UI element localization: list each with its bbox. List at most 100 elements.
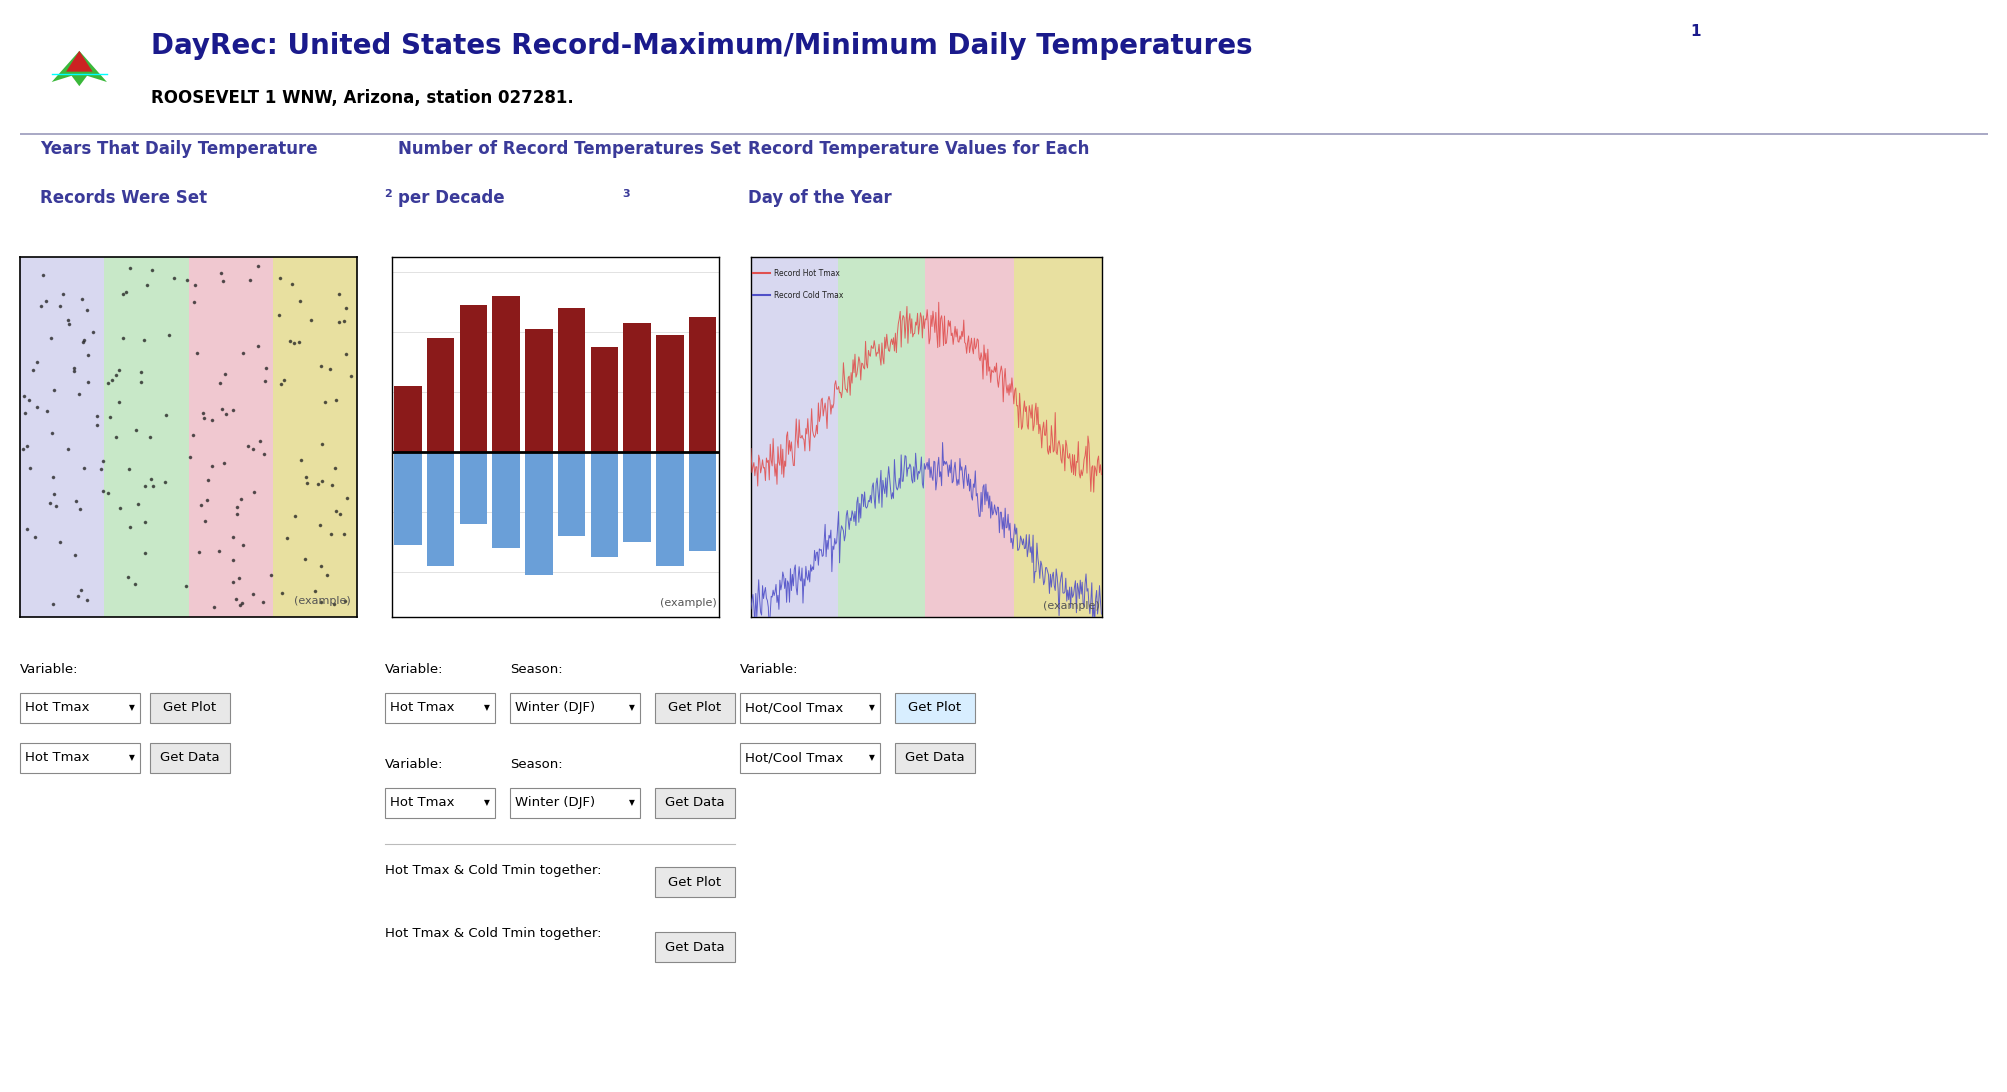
Point [20,529,52,546]
Text: Day of the Year: Day of the Year [749,189,891,207]
Point [34,494,66,511]
Point [72,346,104,364]
Point [301,475,333,492]
Text: (example): (example) [293,596,351,606]
Point [102,393,134,411]
Text: 1: 1 [1690,24,1700,39]
Point [36,424,68,441]
Point [80,407,112,425]
Point [30,402,62,419]
Text: Hot/Cool Tmax: Hot/Cool Tmax [745,751,843,764]
Text: Hot Tmax & Cold Tmin together:: Hot Tmax & Cold Tmin together: [385,865,602,878]
Bar [622,323,650,452]
Point [305,593,337,610]
Point [189,410,221,427]
Point [10,521,42,538]
Point [177,426,209,443]
Bar [654,692,735,723]
Point [221,506,253,523]
Text: HCN: HCN [32,92,76,110]
Point [233,438,265,455]
Bar [20,692,140,723]
Text: Number of Record Temperatures Set: Number of Record Temperatures Set [397,140,741,158]
Text: Variable:: Variable: [385,758,444,771]
Point [134,470,167,487]
Point [102,361,134,379]
Point [239,483,271,500]
Point [323,285,355,302]
Point [243,336,275,354]
Point [36,330,68,347]
Point [52,311,84,329]
Bar [427,452,454,566]
Point [12,392,44,410]
Point [227,594,259,612]
Point [38,485,70,502]
Point [8,388,40,405]
Point [217,551,249,569]
Text: Variable:: Variable: [385,663,444,676]
Text: Winter (DJF): Winter (DJF) [514,701,594,714]
Point [223,569,255,586]
Point [94,408,126,426]
Point [315,477,347,495]
Point [118,575,151,593]
Point [263,270,295,287]
Point [149,473,181,490]
Point [291,475,323,492]
Point [36,595,68,613]
Point [96,371,128,389]
Point [319,391,351,408]
Point [235,272,267,289]
Bar [925,257,1014,617]
Point [128,477,161,495]
Point [159,270,191,287]
Point [237,585,269,603]
Text: DayRec: United States Record-Maximum/Minimum Daily Temperatures: DayRec: United States Record-Maximum/Min… [151,32,1252,60]
Point [68,331,100,348]
Point [331,489,363,507]
Point [207,273,239,290]
Text: (example): (example) [660,598,716,608]
Point [18,360,50,378]
Bar [393,452,421,545]
Point [92,375,124,392]
Point [128,545,161,562]
Point [255,566,287,583]
Point [44,533,76,550]
Bar [656,335,682,452]
Point [82,417,114,435]
Point [52,316,84,333]
Point [22,399,54,416]
Point [271,530,303,547]
Point [62,586,94,604]
Text: per Decade: per Decade [397,189,504,207]
Point [225,490,257,508]
Bar [492,452,520,548]
Bar [460,452,488,524]
Point [60,491,92,509]
Point [275,275,307,293]
Polygon shape [52,51,106,86]
Bar [837,257,925,617]
Point [277,334,309,352]
Bar [1014,257,1102,617]
Bar [20,257,104,617]
Point [295,311,327,329]
Point [303,517,335,534]
Point [267,371,299,389]
Point [124,364,157,381]
Point [46,285,78,302]
Point [66,290,98,308]
Point [171,578,203,595]
Point [283,293,315,310]
Point [8,404,40,422]
Point [38,381,70,399]
Bar [492,296,520,452]
Bar [654,867,735,898]
Point [305,558,337,575]
Text: Variable:: Variable: [741,663,799,676]
Bar [558,452,584,536]
Text: 2: 2 [383,189,391,199]
Point [84,461,116,478]
